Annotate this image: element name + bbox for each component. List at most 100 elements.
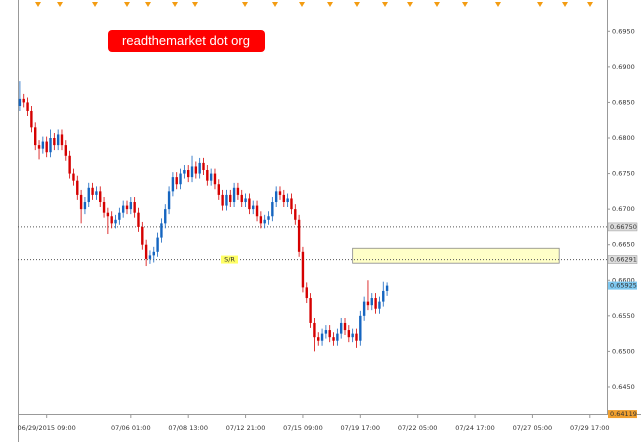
candle-body (347, 330, 351, 338)
candle-body (382, 290, 385, 302)
y-tick-label: 0.6550 (612, 312, 635, 320)
candle-body (26, 102, 29, 111)
x-tick-label: 07/15 09:00 (283, 424, 323, 432)
x-tick-label: 07/19 17:00 (341, 424, 381, 432)
candle-body (202, 162, 205, 171)
candle-body (118, 212, 121, 220)
x-tick-label: 07/24 17:00 (455, 424, 495, 432)
x-tick-label: 07/22 05:00 (398, 424, 438, 432)
candle-body (225, 194, 228, 206)
annotation: S/R (224, 256, 235, 264)
candle-body (34, 127, 37, 146)
candle-body (378, 301, 381, 309)
candle-body (110, 216, 113, 224)
candle-body (336, 333, 339, 341)
candle-body (141, 226, 144, 245)
candle-body (370, 298, 373, 306)
candle-body (87, 187, 90, 203)
candle-body (232, 187, 236, 203)
candle-body (274, 191, 278, 203)
candle-body (313, 322, 316, 338)
candle-body (156, 237, 159, 252)
candle-body (60, 134, 64, 146)
candle-body (362, 301, 366, 316)
current-price-label: 0.65925 (610, 282, 637, 290)
low-marker-tag (608, 410, 637, 419)
candle-body (328, 330, 331, 338)
x-tick-label: 07/08 13:00 (168, 424, 208, 432)
candle-body (194, 166, 198, 174)
y-tick-label: 0.6600 (612, 276, 635, 284)
candle-body (129, 202, 133, 210)
candle-body (221, 194, 224, 206)
candle-body (317, 337, 320, 341)
candle-body (278, 191, 282, 195)
candle-body (263, 219, 266, 224)
y-tick-label: 0.6850 (612, 98, 635, 106)
candle-body (309, 298, 312, 323)
candle-body (259, 216, 263, 224)
candle-body (290, 198, 293, 210)
candle-body (171, 177, 175, 192)
candle-body (366, 301, 370, 306)
x-tick-label: 07/29 17:00 (570, 424, 610, 432)
watermark: readthemarket dot org (122, 33, 250, 48)
candle-body (183, 170, 186, 174)
level-tag (607, 222, 638, 232)
candle-body (186, 170, 190, 178)
candle-body (301, 251, 305, 288)
candle-body (137, 212, 140, 227)
candle-body (217, 184, 220, 195)
candle-body (56, 134, 60, 146)
candle-body (248, 198, 251, 210)
candle-body (18, 98, 22, 106)
candle-body (148, 255, 152, 259)
x-tick-label: 07/12 21:00 (226, 424, 266, 432)
candle-body (121, 205, 125, 213)
marker-triangles (35, 2, 593, 7)
x-tick-label: 07/06 01:00 (111, 424, 151, 432)
candle-body (305, 287, 308, 299)
level-label: 0.66291 (610, 256, 637, 264)
candle-body (49, 138, 52, 153)
candle-body (41, 141, 45, 149)
candle-body (297, 219, 301, 252)
candle-body (144, 244, 148, 259)
candle-body (68, 155, 71, 174)
candle-body (359, 315, 362, 341)
candle-body (76, 180, 79, 195)
event-markers (35, 2, 593, 7)
candle-body (45, 141, 48, 153)
y-tick-label: 0.6900 (612, 63, 635, 71)
candle-body (133, 202, 136, 213)
current-price-tag (608, 281, 637, 290)
candle-body (91, 187, 94, 195)
candle-body (106, 212, 110, 217)
candle-body (198, 162, 201, 174)
candle-body (79, 194, 83, 210)
candle-body (30, 110, 33, 128)
candle-body (179, 173, 182, 185)
candle-body (164, 209, 167, 224)
candle-body (37, 145, 41, 149)
candle-body (351, 333, 354, 338)
level-tag (607, 255, 638, 264)
low-marker-label: 0.64119 (610, 410, 637, 418)
watermark-box (108, 30, 265, 52)
candle-body (167, 191, 171, 210)
y-tick-label: 0.6500 (612, 347, 635, 355)
candle-body (236, 187, 240, 195)
y-tick-label: 0.6450 (612, 383, 635, 391)
candle-body (267, 216, 270, 220)
candle-body (244, 198, 247, 203)
candle-body (294, 209, 297, 220)
candle-body (22, 98, 25, 103)
candle-body (95, 191, 98, 195)
candle-body (385, 285, 389, 291)
y-tick-label: 0.6650 (612, 241, 635, 249)
candle-body (355, 333, 358, 341)
y-tick-label: 0.6700 (612, 205, 635, 213)
level-label: 0.66750 (610, 223, 637, 231)
x-tick-label: 07/27 05:00 (513, 424, 553, 432)
